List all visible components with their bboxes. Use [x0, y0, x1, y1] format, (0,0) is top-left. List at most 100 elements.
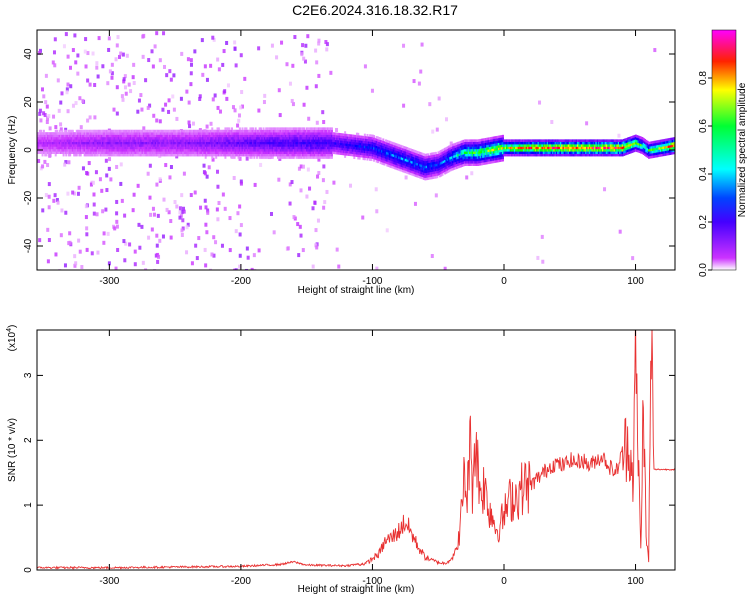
spectrogram-ridge-cell: [407, 157, 410, 160]
spectrogram-ridge-cell: [149, 129, 152, 133]
spectrogram-ridge-cell: [261, 144, 264, 147]
spectrogram-noise-cell: [182, 206, 186, 211]
spectrogram-ridge-cell: [574, 146, 577, 150]
spectrogram-ridge-cell: [436, 156, 439, 160]
spectrogram-ridge-cell: [438, 160, 441, 163]
spectrogram-ridge-cell: [523, 151, 526, 154]
spectrogram-ridge-cell: [484, 154, 487, 158]
spectrogram-ridge-cell: [362, 145, 365, 149]
spectrogram-ridge-cell: [294, 132, 297, 135]
spectrogram-ridge-cell: [302, 129, 305, 133]
spectrogram-noise-cell: [233, 40, 237, 45]
spectrogram-ridge-cell: [205, 151, 208, 154]
spectrogram-ridge-cell: [78, 153, 81, 157]
spectrogram-ridge-cell: [255, 141, 258, 145]
spectrogram-ridge-cell: [340, 137, 343, 141]
spectrogram-ridge-cell: [417, 170, 420, 174]
spectrogram-ridge-cell: [100, 139, 103, 142]
spectrogram-noise-cell: [56, 78, 60, 83]
spectrogram-ridge-cell: [162, 141, 165, 145]
spectrogram-ridge-cell: [300, 139, 303, 142]
spectrogram-ridge-cell: [158, 151, 161, 154]
spectrogram-ridge-cell: [409, 170, 412, 173]
spectrogram-ridge-cell: [198, 149, 201, 152]
spectrogram-ridge-cell: [445, 147, 448, 150]
spectrogram-ridge-cell: [106, 134, 109, 138]
spectrogram-noise-cell: [108, 157, 112, 162]
spectrogram-ridge-cell: [317, 141, 320, 145]
spectrogram-ridge-cell: [565, 146, 568, 150]
spectrogram-noise-cell: [165, 207, 169, 212]
spectrogram-ridge-cell: [553, 149, 556, 152]
spectrogram-ridge-cell: [255, 156, 258, 159]
spectrogram-ridge-cell: [392, 154, 395, 157]
spectrogram-ridge-cell: [280, 146, 283, 150]
spectrogram-ridge-cell: [246, 137, 249, 140]
spectrogram-ridge-cell: [484, 137, 487, 141]
spectrogram-ridge-cell: [455, 151, 458, 155]
spectrogram-ridge-cell: [300, 134, 303, 138]
spectrogram-ridge-cell: [108, 129, 111, 133]
spectrogram-ridge-cell: [378, 151, 381, 154]
spectrogram-ridge-cell: [307, 151, 310, 154]
spectrogram-ridge-cell: [324, 139, 327, 142]
spectrogram-ridge-cell: [298, 127, 301, 130]
spectrogram-ridge-cell: [152, 141, 155, 145]
spectrogram-ridge-cell: [107, 151, 110, 154]
spectrogram-ridge-cell: [45, 141, 48, 145]
spectrogram-ridge-cell: [262, 153, 265, 157]
spectrogram-ridge-cell: [338, 145, 341, 148]
spectrogram-ridge-cell: [267, 132, 270, 135]
spectrogram-ridge-cell: [367, 141, 370, 144]
spectrogram-ridge-cell: [553, 146, 556, 150]
spectrogram-noise-cell: [47, 194, 51, 199]
spectrogram-ridge-cell: [77, 146, 80, 150]
spectrogram-ridge-cell: [440, 161, 443, 165]
spectrogram-ridge-cell: [576, 153, 579, 157]
spectrogram-noise-cell: [290, 180, 294, 185]
spectrogram-ridge-cell: [398, 156, 401, 159]
spectrogram-ridge-cell: [332, 146, 335, 150]
spectrogram-ridge-cell: [78, 137, 81, 140]
spectrogram-noise-cell: [119, 51, 123, 56]
spectrogram-ridge-cell: [471, 156, 474, 159]
spectrogram-noise-cell: [239, 223, 243, 228]
spectrogram-ridge-cell: [88, 137, 91, 140]
spectrogram-ridge-cell: [262, 151, 265, 154]
spectrogram-ridge-cell: [578, 141, 581, 145]
spectrogram-ridge-cell: [294, 141, 297, 145]
spectrogram-ridge-cell: [290, 144, 293, 147]
spectrogram-ridge-cell: [498, 135, 501, 139]
spectrogram-ridge-cell: [127, 151, 130, 154]
spectrogram-noise-cell: [46, 163, 50, 168]
spectrogram-ridge-cell: [316, 151, 319, 154]
spectrogram-ridge-cell: [166, 134, 169, 138]
spectrogram-ridge-cell: [128, 137, 131, 140]
spectrogram-ridge-cell: [283, 146, 286, 150]
spectrogram-noise-cell: [164, 102, 168, 107]
spectrogram-ridge-cell: [183, 149, 186, 152]
spectrogram-ridge-cell: [267, 144, 270, 147]
spectrogram-ridge-cell: [212, 139, 215, 142]
spectrogram-ridge-cell: [440, 171, 443, 175]
spectrogram-ridge-cell: [99, 132, 102, 135]
spectrogram-ridge-cell: [91, 137, 94, 140]
spectrogram-ridge-cell: [434, 175, 437, 179]
spectrogram-ridge-cell: [554, 151, 557, 154]
spectrogram-ridge-cell: [73, 151, 76, 154]
spectrogram-ridge-cell: [515, 153, 518, 157]
spectrogram-ridge-cell: [95, 129, 98, 133]
spectrogram-ridge-cell: [538, 144, 541, 147]
spectrogram-ridge-cell: [298, 151, 301, 154]
spectrogram-ridge-cell: [328, 141, 331, 145]
spectrogram-ridge-cell: [283, 149, 286, 152]
spectrogram-ridge-cell: [92, 151, 95, 154]
spectrogram-ridge-cell: [204, 151, 207, 154]
spectrogram-ridge-cell: [279, 144, 282, 147]
spectrogram-ridge-cell: [78, 139, 81, 142]
spectrogram-ridge-cell: [299, 144, 302, 147]
spectrogram-noise-cell: [116, 247, 120, 252]
spectrogram-ridge-cell: [150, 139, 153, 142]
spectrogram-ridge-cell: [391, 151, 394, 154]
spectrogram-ridge-cell: [258, 134, 261, 138]
